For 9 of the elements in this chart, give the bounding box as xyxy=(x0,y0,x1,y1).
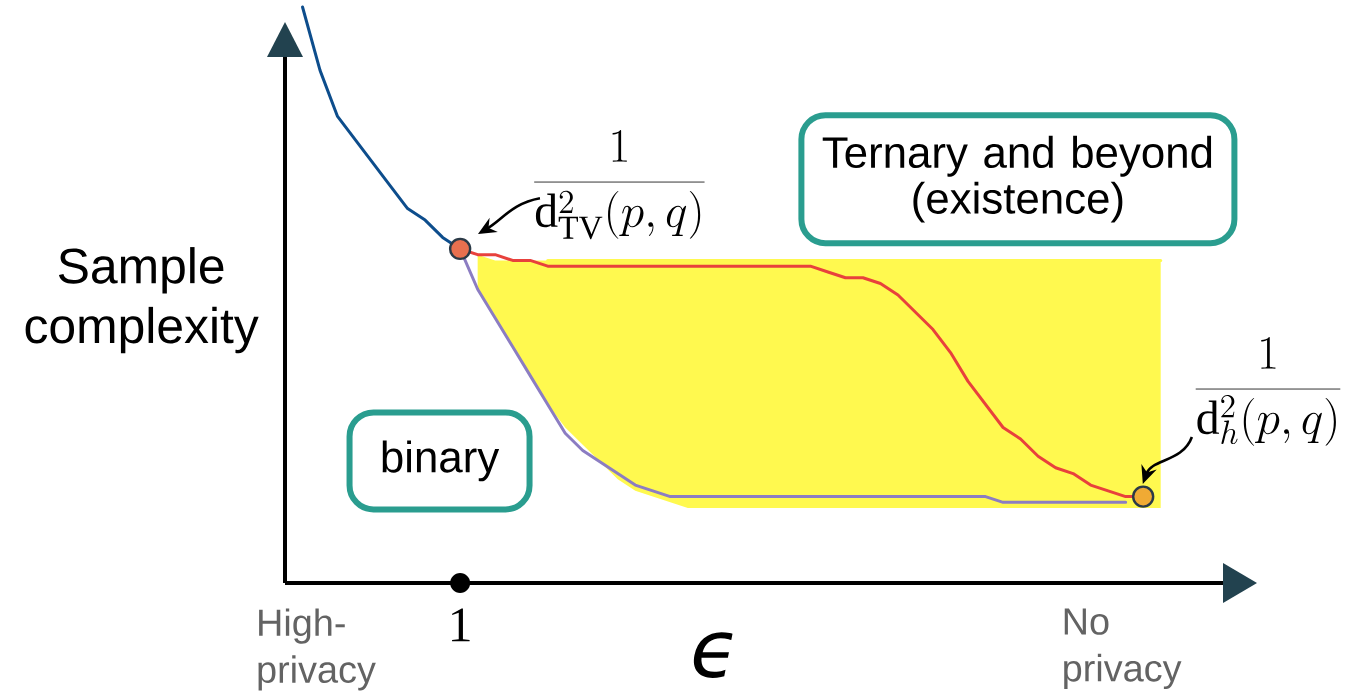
x-tick-label: High-privacy xyxy=(258,608,376,691)
annotation: Ternary and beyond (existence) xyxy=(822,135,1212,223)
annotation: $\frac{1}{\mathrm{d}^{2}_{h}(p,q)}$ xyxy=(1195,337,1341,446)
y-axis-title: Sample complexity xyxy=(25,247,259,354)
annotation: $\frac{1}{\mathrm{d}^{2}_{\mathrm{TV}}(p,q)}$ xyxy=(534,130,705,240)
annotation: binary xyxy=(382,440,500,482)
x-tick-label: No privacy xyxy=(1064,608,1182,690)
x-tick-label: 1 xyxy=(452,608,470,642)
x-axis-title: ϵ xyxy=(693,632,733,678)
